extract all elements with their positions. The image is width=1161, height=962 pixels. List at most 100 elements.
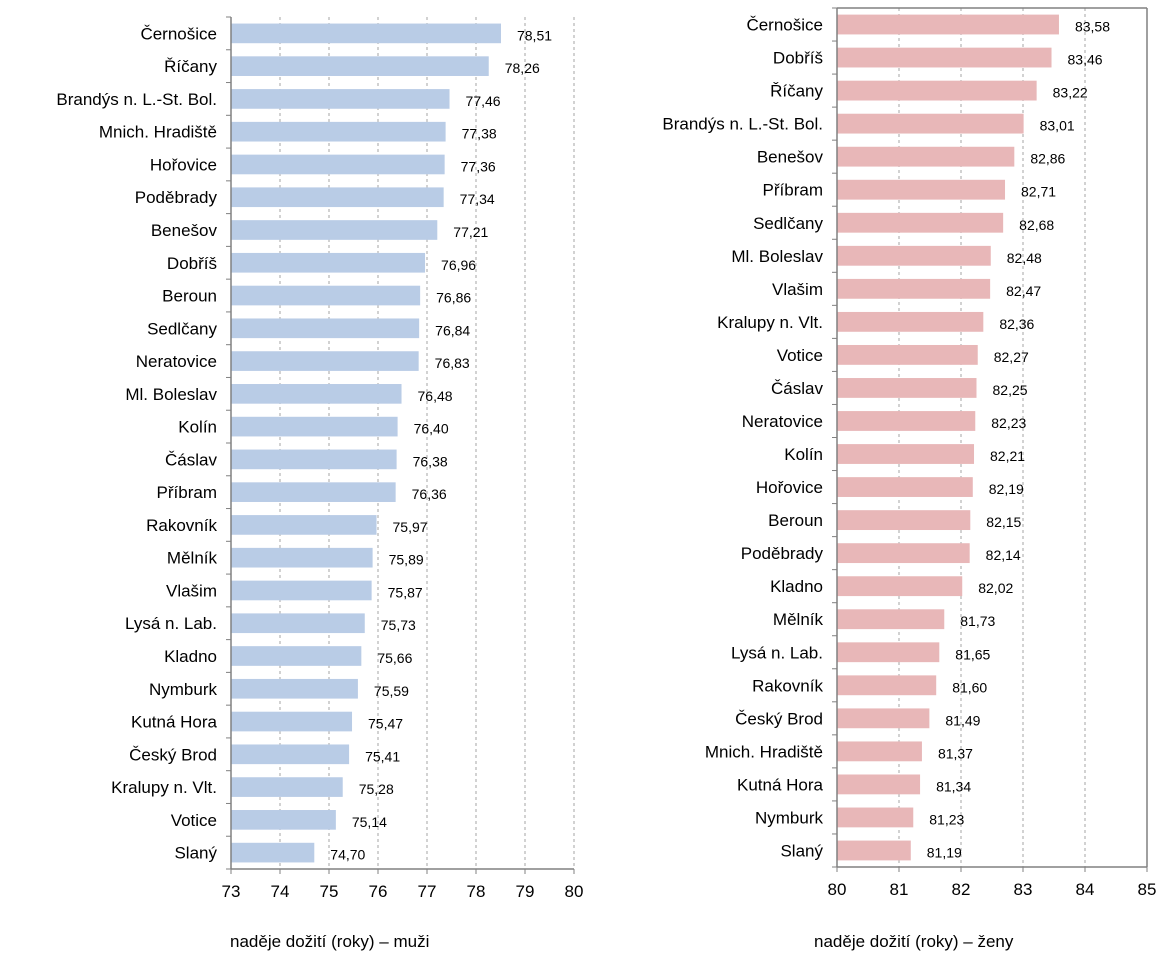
female-value-label: 82,25: [993, 382, 1028, 398]
male-life-expectancy-chart: Černošice 78,51 Říčany 78,26 Brandýs n. L.-S…: [56, 16, 583, 951]
male-bar: [231, 547, 373, 568]
female-bar: [837, 245, 991, 266]
male-category-label: Čáslav: [165, 450, 217, 469]
male-category-label: Mnich. Hradiště: [99, 123, 217, 142]
female-bar: [837, 411, 976, 431]
male-bar: [231, 252, 426, 273]
female-category-label: Čáslav: [771, 379, 823, 398]
female-bar: [837, 212, 1004, 233]
female-value-label: 82,23: [991, 415, 1026, 431]
female-bar: [837, 344, 978, 365]
female-category-label: Brandýs n. L.-St. Bol.: [662, 115, 823, 134]
female-bar: [837, 675, 937, 696]
male-category-label: Nymburk: [149, 680, 218, 699]
female-category-label: Český Brod: [735, 709, 823, 728]
female-value-label: 83,01: [1040, 118, 1075, 134]
male-category-label: Kladno: [164, 647, 217, 666]
male-x-tick-label: 75: [320, 882, 339, 901]
male-value-label: 75,14: [352, 814, 387, 830]
female-bar: [837, 179, 1006, 200]
female-category-label: Mnich. Hradiště: [705, 742, 823, 761]
male-bar: [231, 23, 501, 44]
male-category-label: Lysá n. Lab.: [125, 614, 217, 633]
male-category-label: Sedlčany: [147, 319, 217, 338]
male-value-label: 75,41: [365, 748, 400, 764]
female-value-label: 81,49: [945, 712, 980, 728]
male-category-label: Dobříš: [167, 254, 217, 273]
male-bar: [231, 744, 350, 765]
female-value-label: 82,47: [1006, 283, 1041, 299]
male-value-label: 78,51: [517, 27, 552, 43]
female-category-label: Dobříš: [773, 49, 823, 68]
female-bar: [837, 807, 914, 828]
male-value-label: 77,34: [460, 191, 495, 207]
male-bar: [231, 285, 421, 306]
female-value-label: 81,23: [929, 811, 964, 827]
female-category-label: Kladno: [770, 577, 823, 596]
male-value-label: 77,46: [466, 93, 501, 109]
male-category-label: Votice: [171, 811, 217, 830]
male-value-label: 74,70: [330, 847, 365, 863]
female-bar: [837, 642, 940, 663]
male-category-label: Beroun: [162, 287, 217, 306]
male-category-label: Slaný: [174, 844, 217, 863]
female-category-label: Příbram: [763, 181, 823, 200]
female-value-label: 82,36: [999, 316, 1034, 332]
male-value-label: 76,96: [441, 257, 476, 273]
female-value-label: 82,14: [986, 547, 1021, 563]
male-bar: [231, 777, 343, 797]
male-value-label: 76,83: [435, 355, 470, 371]
male-bar: [231, 646, 362, 666]
female-x-tick-label: 84: [1076, 880, 1095, 899]
female-bar: [837, 80, 1037, 101]
female-category-label: Benešov: [757, 148, 824, 167]
male-value-label: 75,59: [374, 683, 409, 699]
female-category-label: Votice: [777, 346, 823, 365]
male-category-label: Říčany: [164, 57, 217, 76]
male-value-label: 75,66: [377, 650, 412, 666]
male-x-tick-label: 74: [271, 882, 290, 901]
female-value-label: 82,27: [994, 349, 1029, 365]
male-value-label: 77,21: [453, 224, 488, 240]
male-bar: [231, 89, 450, 109]
female-bar: [837, 609, 945, 630]
female-category-label: Neratovice: [742, 412, 823, 431]
female-bar: [837, 113, 1024, 134]
female-value-label: 83,46: [1068, 52, 1103, 68]
male-value-label: 78,26: [505, 60, 540, 76]
female-category-label: Beroun: [768, 511, 823, 530]
male-x-tick-label: 76: [369, 882, 388, 901]
female-value-label: 81,65: [955, 646, 990, 662]
male-bar: [231, 220, 438, 240]
female-bar: [837, 311, 984, 332]
male-value-label: 75,89: [389, 552, 424, 568]
male-bar: [231, 482, 396, 502]
male-value-label: 75,73: [381, 617, 416, 633]
male-value-label: 75,87: [388, 584, 423, 600]
male-value-label: 76,84: [435, 322, 470, 338]
female-bar: [837, 378, 977, 398]
male-value-label: 76,86: [436, 290, 471, 306]
female-bar: [837, 510, 971, 531]
female-category-label: Hořovice: [756, 478, 823, 497]
male-bar: [231, 515, 377, 535]
female-category-label: Nymburk: [755, 808, 824, 827]
female-bar: [837, 146, 1015, 167]
male-bar: [231, 318, 420, 339]
female-value-label: 81,73: [960, 613, 995, 629]
female-category-label: Rakovník: [752, 676, 823, 695]
female-bar: [837, 741, 922, 762]
female-bar: [837, 477, 973, 497]
female-category-label: Poděbrady: [741, 544, 824, 563]
female-x-tick-label: 81: [890, 880, 909, 899]
female-value-label: 82,71: [1021, 184, 1056, 200]
male-category-label: Černošice: [140, 24, 217, 43]
female-category-label: Říčany: [770, 82, 823, 101]
male-bar: [231, 121, 446, 142]
female-category-label: Černošice: [746, 16, 823, 35]
female-bar: [837, 278, 991, 299]
male-bar: [231, 384, 402, 404]
female-value-label: 81,37: [938, 745, 973, 761]
female-category-label: Slaný: [780, 841, 823, 860]
female-value-label: 82,68: [1019, 217, 1054, 233]
